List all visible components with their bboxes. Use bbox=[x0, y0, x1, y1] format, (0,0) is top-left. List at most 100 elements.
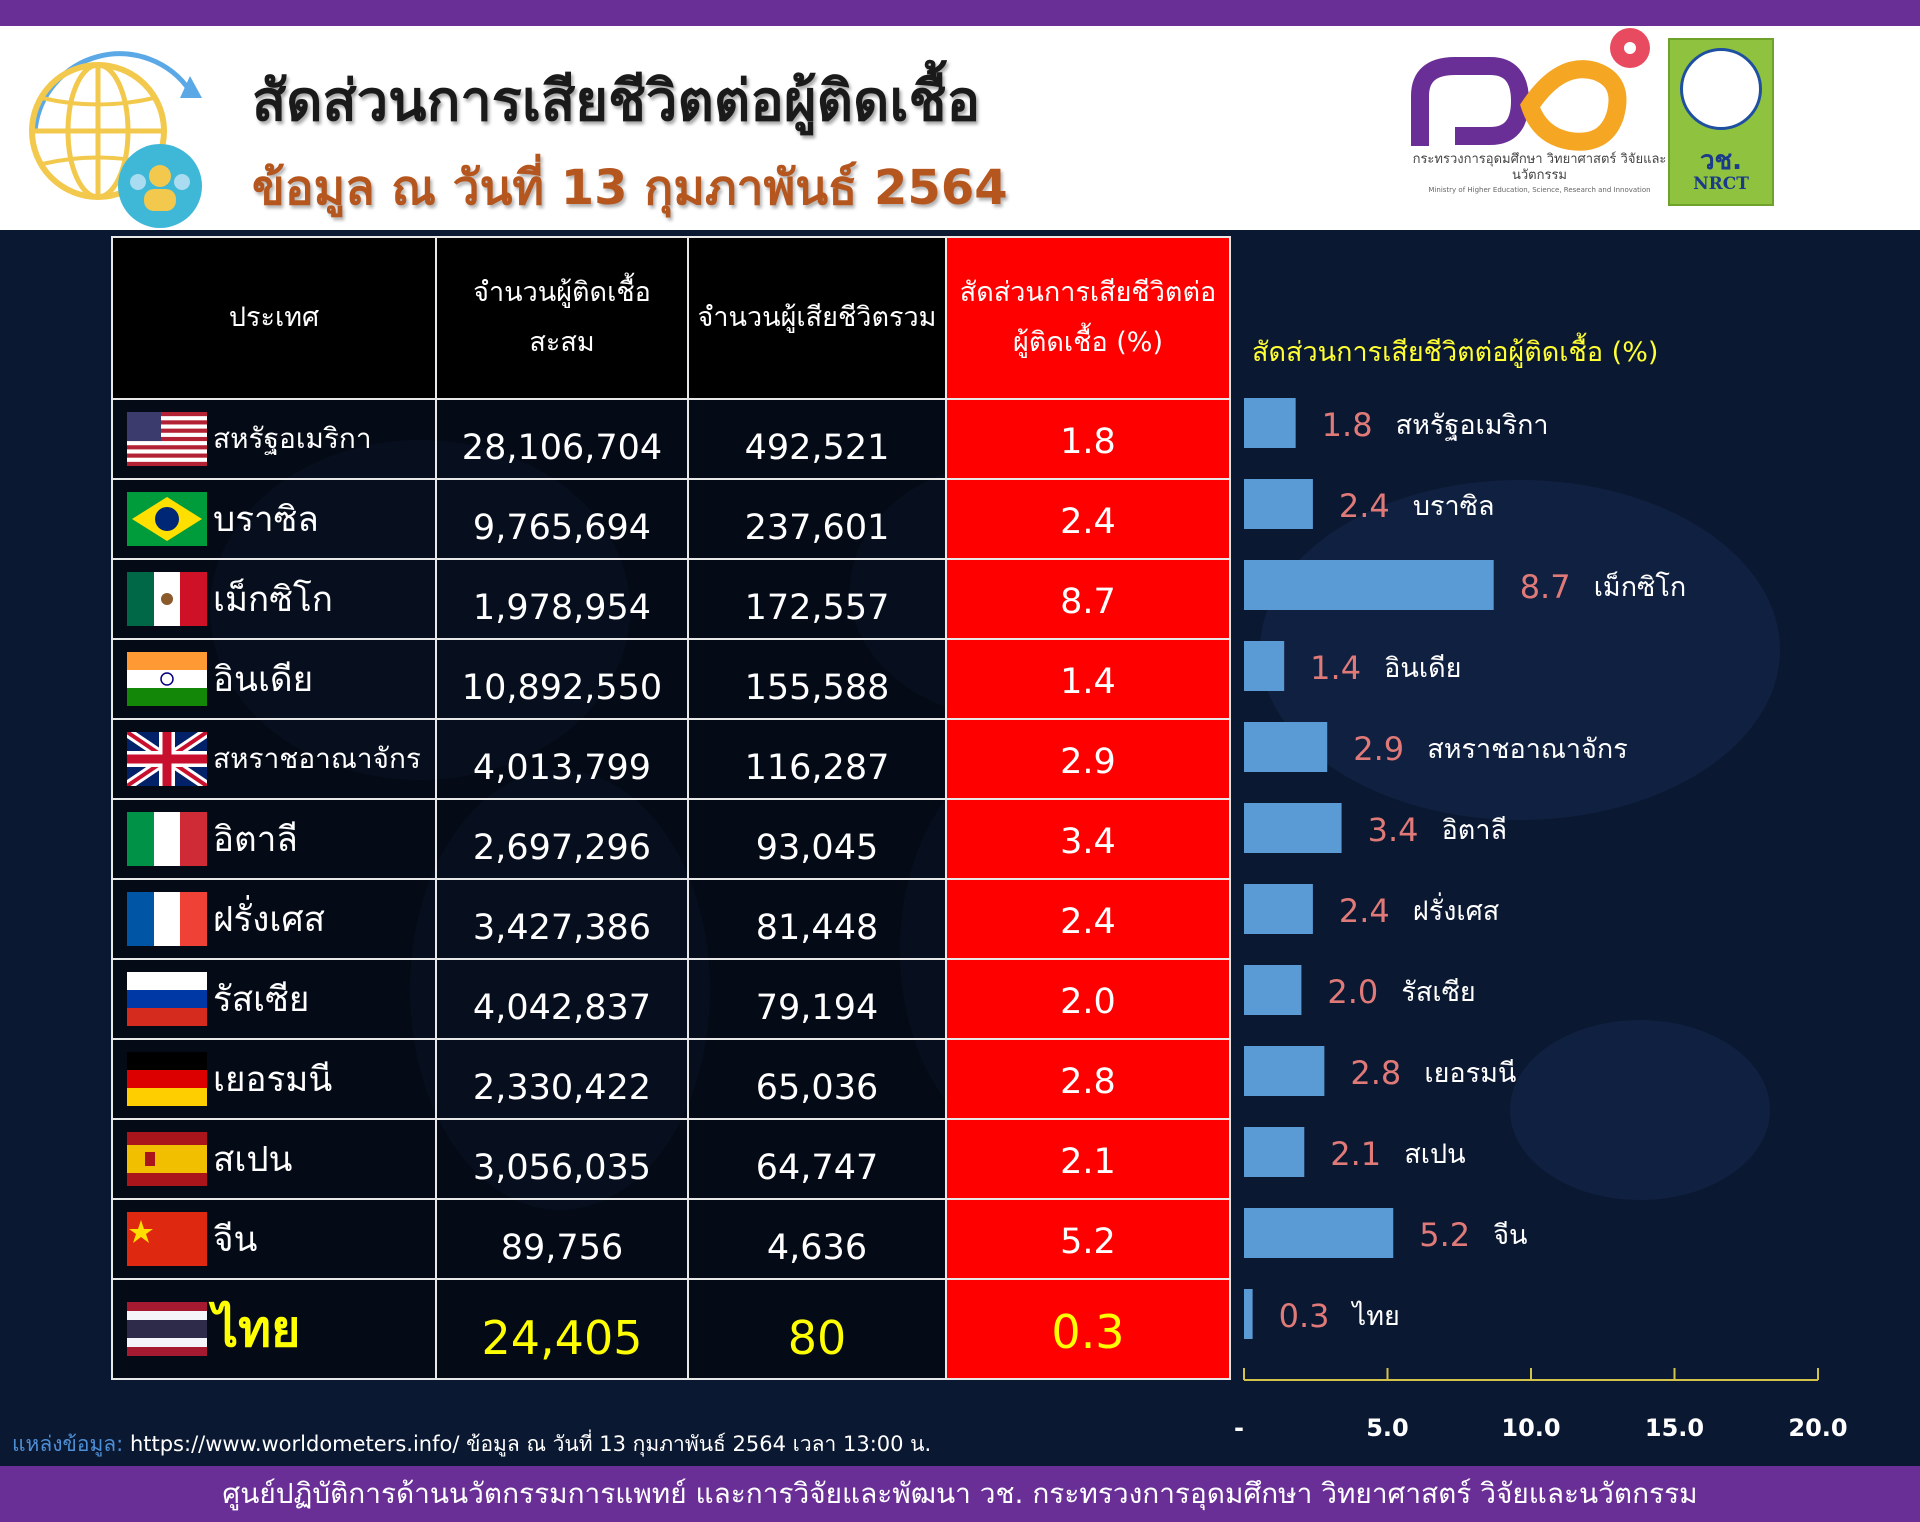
ratio-cell: 2.1 bbox=[945, 1118, 1231, 1200]
page-subtitle: ข้อมูล ณ วันที่ 13 กุมภาพันธ์ 2564 bbox=[252, 160, 1008, 216]
bar-value-label: 3.4 bbox=[1368, 811, 1419, 849]
ratio-cell: 1.8 bbox=[945, 398, 1231, 480]
table-row: เม็กซิโก 1,978,954 172,557 8.7 bbox=[111, 558, 1231, 640]
bar bbox=[1244, 560, 1494, 610]
bar-value-label: 2.4 bbox=[1339, 892, 1390, 930]
source-text: https://www.worldometers.info/ ข้อมูล ณ … bbox=[129, 1432, 932, 1456]
table-row: รัสเซีย 4,042,837 79,194 2.0 bbox=[111, 958, 1231, 1040]
ratio-cell: 5.2 bbox=[945, 1198, 1231, 1280]
cases-cell: 89,756 bbox=[435, 1198, 689, 1280]
bar-category-label: จีน bbox=[1493, 1220, 1527, 1251]
table-row: ฝรั่งเศส 3,427,386 81,448 2.4 bbox=[111, 878, 1231, 960]
bar-value-label: 8.7 bbox=[1520, 568, 1571, 606]
mexico-flag-icon bbox=[127, 572, 207, 626]
nrct-logo: วช. NRCT bbox=[1668, 38, 1774, 206]
bar bbox=[1244, 1046, 1325, 1096]
country-name: อิตาลี bbox=[213, 819, 298, 860]
x-tick-label: 5.0 bbox=[1366, 1414, 1409, 1442]
uk-flag-icon bbox=[124, 727, 210, 791]
country-cell: รัสเซีย bbox=[111, 958, 437, 1040]
bar bbox=[1244, 398, 1296, 448]
header-ratio: สัดส่วนการเสียชีวิตต่อผู้ติดเชื้อ (%) bbox=[945, 236, 1231, 400]
spain-flag-icon bbox=[127, 1132, 207, 1186]
bar-category-label: เยอรมนี bbox=[1424, 1058, 1516, 1089]
country-cell: บราซิล bbox=[111, 478, 437, 560]
footer-bar: ศูนย์ปฏิบัติการด้านนวัตกรรมการแพทย์ และก… bbox=[0, 1466, 1920, 1522]
country-name: รัสเซีย bbox=[213, 979, 310, 1020]
bar-value-label: 2.9 bbox=[1353, 730, 1404, 768]
cases-cell: 9,765,694 bbox=[435, 478, 689, 560]
x-tick-label: 15.0 bbox=[1645, 1414, 1704, 1442]
source-label: แหล่งข้อมูล: bbox=[12, 1432, 124, 1456]
bar-category-label: ไทย bbox=[1351, 1301, 1400, 1332]
bar-category-label: รัสเซีย bbox=[1401, 977, 1475, 1008]
bar-category-label: อินเดีย bbox=[1384, 653, 1461, 684]
deaths-cell: 93,045 bbox=[687, 798, 947, 880]
mhesi-logo-subtext: Ministry of Higher Education, Science, R… bbox=[1428, 186, 1651, 194]
bar-value-label: 1.8 bbox=[1322, 406, 1373, 444]
nrct-seal-icon bbox=[1680, 48, 1762, 130]
cases-cell: 24,405 bbox=[435, 1278, 689, 1380]
ratio-bar-chart: 1.8 สหรัฐอเมริกา 2.4 บราซิล 8.7 เม็กซิโก 1.4 อิ… bbox=[1234, 398, 1848, 1442]
deaths-cell: 80 bbox=[687, 1278, 947, 1380]
bar-category-label: เม็กซิโก bbox=[1594, 569, 1687, 603]
bar bbox=[1244, 884, 1313, 934]
deaths-cell: 65,036 bbox=[687, 1038, 947, 1120]
page-title: สัดส่วนการเสียชีวิตต่อผู้ติดเชื้อ bbox=[252, 69, 981, 134]
bar-value-label: 2.4 bbox=[1339, 487, 1390, 525]
top-bar bbox=[0, 0, 1920, 26]
bar-category-label: ฝรั่งเศส bbox=[1413, 892, 1499, 927]
russia-flag-icon bbox=[127, 972, 207, 1026]
cases-cell: 2,697,296 bbox=[435, 798, 689, 880]
nrct-logo-thai: วช. bbox=[1699, 146, 1743, 176]
cases-cell: 4,013,799 bbox=[435, 718, 689, 800]
country-cell: ฝรั่งเศส bbox=[111, 878, 437, 960]
country-cell: สหรัฐอเมริกา bbox=[111, 398, 437, 480]
table-row: ไทย 24,405 80 0.3 bbox=[111, 1278, 1231, 1380]
country-name: เม็กซิโก bbox=[213, 579, 333, 620]
x-tick-label: 10.0 bbox=[1501, 1414, 1560, 1442]
country-name: สหรัฐอเมริกา bbox=[213, 422, 372, 455]
china-flag-icon bbox=[127, 1212, 207, 1266]
ratio-cell: 3.4 bbox=[945, 798, 1231, 880]
globe-people-icon bbox=[29, 51, 202, 228]
ratio-cell: 2.8 bbox=[945, 1038, 1231, 1120]
country-cell: เม็กซิโก bbox=[111, 558, 437, 640]
country-name: เยอรมนี bbox=[213, 1059, 333, 1100]
brazil-flag-icon bbox=[127, 492, 207, 546]
country-cell: ไทย bbox=[111, 1278, 437, 1380]
cases-cell: 10,892,550 bbox=[435, 638, 689, 720]
country-name: สหราชอาณาจักร bbox=[213, 742, 421, 775]
header: สัดส่วนการเสียชีวิตต่อผู้ติดเชื้อ ข้อมูล… bbox=[0, 26, 1920, 230]
cases-cell: 4,042,837 bbox=[435, 958, 689, 1040]
country-name: สเปน bbox=[213, 1139, 293, 1180]
cases-cell: 3,056,035 bbox=[435, 1118, 689, 1200]
mhesi-logo-icon bbox=[1411, 28, 1650, 151]
country-cell: จีน bbox=[111, 1198, 437, 1280]
table-row: เยอรมนี 2,330,422 65,036 2.8 bbox=[111, 1038, 1231, 1120]
ratio-cell: 0.3 bbox=[945, 1278, 1231, 1380]
ratio-cell: 2.0 bbox=[945, 958, 1231, 1040]
country-name: จีน bbox=[213, 1219, 258, 1260]
germany-flag-icon bbox=[127, 1052, 207, 1106]
india-flag-icon bbox=[127, 652, 207, 706]
ratio-cell: 2.4 bbox=[945, 478, 1231, 560]
bar bbox=[1244, 803, 1342, 853]
mhesi-logo-text: กระทรวงการอุดมศึกษา วิทยาศาสตร์ วิจัยและ… bbox=[1412, 152, 1667, 183]
bar bbox=[1244, 722, 1328, 772]
nrct-logo-english: NRCT bbox=[1693, 174, 1749, 194]
country-cell: สหราชอาณาจักร bbox=[111, 718, 437, 800]
table-row: สหรัฐอเมริกา 28,106,704 492,521 1.8 bbox=[111, 398, 1231, 480]
thailand-flag-icon bbox=[127, 1302, 207, 1356]
country-name: อินเดีย bbox=[213, 659, 314, 700]
country-cell: สเปน bbox=[111, 1118, 437, 1200]
bar bbox=[1244, 1127, 1305, 1177]
deaths-cell: 79,194 bbox=[687, 958, 947, 1040]
country-name: ไทย bbox=[213, 1299, 301, 1358]
country-cell: เยอรมนี bbox=[111, 1038, 437, 1120]
table-row: อินเดีย 10,892,550 155,588 1.4 bbox=[111, 638, 1231, 720]
deaths-cell: 64,747 bbox=[687, 1118, 947, 1200]
chart-title: สัดส่วนการเสียชีวิตต่อผู้ติดเชื้อ (%) bbox=[1252, 337, 1659, 368]
bar-value-label: 2.1 bbox=[1330, 1135, 1381, 1173]
deaths-cell: 155,588 bbox=[687, 638, 947, 720]
